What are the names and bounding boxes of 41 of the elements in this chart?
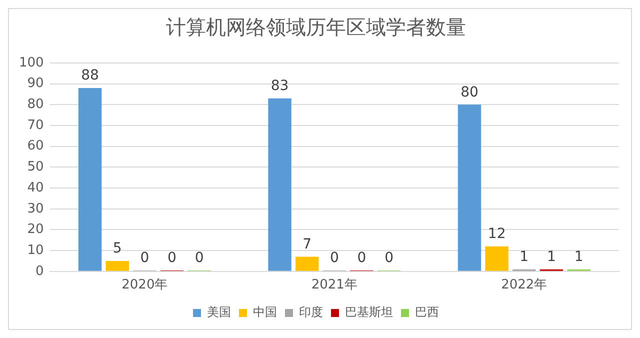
chart-title: 计算机网络领域历年区域学者数量 xyxy=(166,15,466,40)
data-label: 0 xyxy=(357,250,366,266)
legend-label: 印度 xyxy=(299,305,323,320)
data-label: 5 xyxy=(112,240,122,257)
bar xyxy=(295,256,319,271)
y-tick-label: 90 xyxy=(27,76,44,92)
bar xyxy=(268,98,292,271)
y-tick-label: 40 xyxy=(27,180,44,196)
x-tick-label: 2021年 xyxy=(311,278,358,293)
y-tick-label: 100 xyxy=(18,55,44,70)
y-tick-label: 30 xyxy=(27,201,44,216)
y-tick-label: 80 xyxy=(27,97,44,112)
legend-label: 巴基斯坦 xyxy=(345,305,393,320)
y-tick-label: 20 xyxy=(27,222,44,238)
data-label: 0 xyxy=(194,250,204,266)
data-label: 0 xyxy=(384,250,394,266)
data-label: 0 xyxy=(330,250,339,266)
legend-label: 巴西 xyxy=(415,305,439,320)
x-tick-label: 2020年 xyxy=(122,278,168,293)
data-label: 0 xyxy=(140,250,150,266)
y-tick-label: 60 xyxy=(27,138,44,154)
bar xyxy=(106,260,129,271)
bar xyxy=(485,246,508,271)
data-label: 1 xyxy=(546,248,556,265)
y-tick-label: 70 xyxy=(27,118,44,133)
data-label: 83 xyxy=(270,78,289,94)
data-label: 0 xyxy=(168,250,176,266)
y-tick-label: 10 xyxy=(27,242,44,258)
y-tick-label: 50 xyxy=(27,160,44,175)
data-label: 1 xyxy=(520,248,529,265)
data-label: 80 xyxy=(460,84,478,100)
legend-label: 中国 xyxy=(253,305,277,320)
data-label: 12 xyxy=(488,226,506,242)
bar xyxy=(458,104,482,271)
data-label: 1 xyxy=(574,248,584,265)
bar xyxy=(78,88,102,271)
data-label: 88 xyxy=(81,68,99,84)
y-tick-label: 0 xyxy=(36,264,44,279)
x-tick-label: 2022年 xyxy=(501,278,548,293)
legend-label: 美国 xyxy=(207,305,231,320)
data-label: 7 xyxy=(302,236,312,252)
